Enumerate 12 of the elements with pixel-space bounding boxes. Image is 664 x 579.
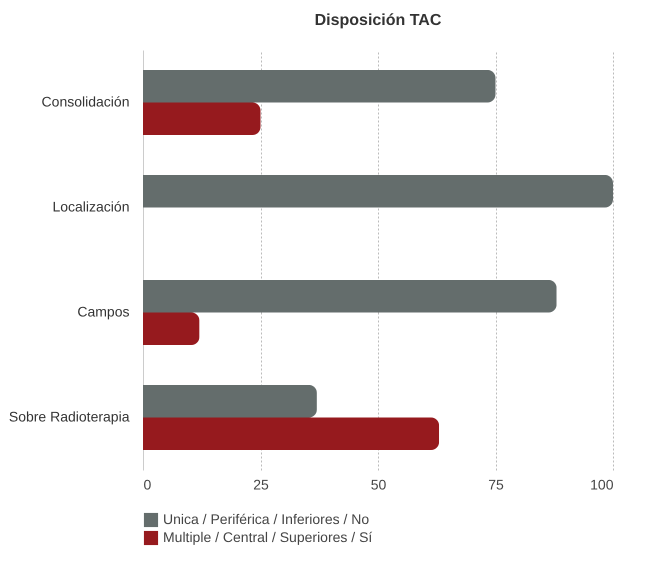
x-tick-label: 75 [488,476,504,492]
x-tick-label: 25 [253,476,269,492]
chart-title: Disposición TAC [314,12,442,29]
y-tick-label: Consolidación [42,94,130,110]
legend-label: Multiple / Central / Superiores / Sí [163,529,372,545]
y-tick-label: Sobre Radioterapia [8,408,130,424]
x-tick-label: 0 [144,476,152,492]
x-tick-label: 50 [370,476,386,492]
y-tick-label: Localización [52,198,130,214]
x-tick-label: 100 [590,476,614,492]
y-tick-label: Campos [77,304,130,320]
legend-label: Unica / Periférica / Inferiores / No [163,511,370,527]
